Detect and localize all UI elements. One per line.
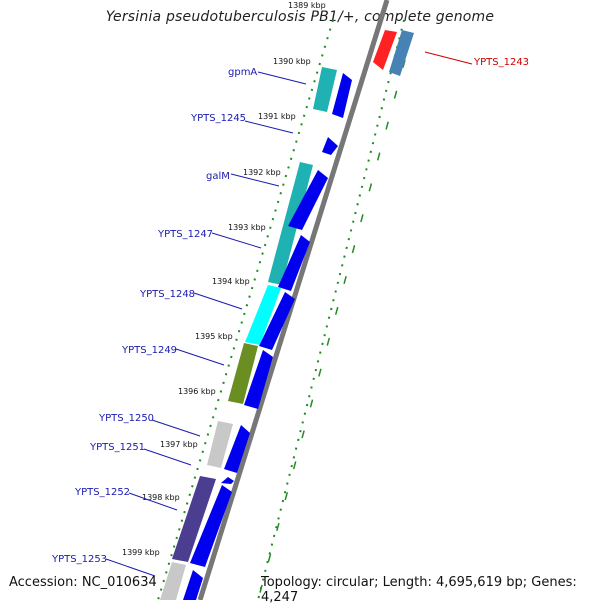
tick-label: 1396 kbp bbox=[178, 387, 216, 396]
gene-label: YPTS_1250 bbox=[98, 413, 154, 424]
gene-ypts-1252-cds bbox=[190, 485, 232, 567]
gene-galm-cds bbox=[288, 170, 328, 230]
tick-label: 1399 kbp bbox=[122, 548, 160, 557]
gene-label: YPTS_1252 bbox=[74, 487, 130, 498]
accession-label: Accession: NC_010634 bbox=[9, 575, 157, 590]
gene-ypts-1249-block bbox=[228, 343, 258, 404]
tick-label: 1397 kbp bbox=[160, 440, 198, 449]
gene-label: galM bbox=[206, 171, 230, 182]
gene-ypts-1253-block bbox=[160, 562, 186, 600]
tick-ring-outer bbox=[157, 19, 405, 600]
gene-ypts-1245-cds bbox=[322, 137, 338, 155]
tick-label: 1395 kbp bbox=[195, 332, 233, 341]
gene-labels-left: gpmA YPTS_1245 galM YPTS_1247 YPTS_1248 … bbox=[51, 67, 307, 577]
gene-labels-right: YPTS_1243 bbox=[424, 51, 529, 68]
tick-label: 1389 kbp bbox=[288, 1, 326, 10]
map-title: Yersinia pseudotuberculosis PB1/+, compl… bbox=[105, 9, 495, 25]
gene-ypts-1251-cds bbox=[221, 477, 234, 484]
gene-label: YPTS_1247 bbox=[157, 229, 213, 240]
tick-label: 1393 kbp bbox=[228, 223, 266, 232]
gene-label: YPTS_1243 bbox=[473, 57, 529, 68]
gene-ypts-1250-cds bbox=[224, 425, 250, 473]
tick-label: 1391 kbp bbox=[258, 112, 296, 121]
topology-label: Topology: circular; Length: 4,695,619 bp… bbox=[261, 575, 577, 605]
gene-label: YPTS_1253 bbox=[51, 554, 107, 565]
gene-label: YPTS_1245 bbox=[190, 113, 246, 124]
gene-ypts-1242-block bbox=[389, 30, 414, 76]
tick-label: 1392 kbp bbox=[243, 168, 281, 177]
gene-label: gpmA bbox=[228, 67, 257, 78]
gene-gpma-cds bbox=[332, 73, 352, 118]
gene-ypts-1249-cds bbox=[244, 350, 273, 409]
tick-label: 1398 kbp bbox=[142, 493, 180, 502]
gene-ypts-1252-block bbox=[172, 476, 216, 562]
kbp-ticks: 1389 kbp 1390 kbp 1391 kbp 1392 kbp 1393… bbox=[122, 1, 326, 557]
gene-label: YPTS_1248 bbox=[139, 289, 195, 300]
tick-label: 1390 kbp bbox=[273, 57, 311, 66]
gene-ypts-1243-block bbox=[373, 30, 397, 70]
gene-label: YPTS_1251 bbox=[89, 442, 145, 453]
gene-label: YPTS_1249 bbox=[121, 345, 177, 356]
gene-ypts-1248-block bbox=[245, 285, 281, 345]
gene-ypts-1247-cds bbox=[278, 235, 310, 291]
gene-ypts-1250-block bbox=[207, 421, 233, 468]
gene-ypts-1248-cds bbox=[259, 292, 295, 350]
gene-gpma-block bbox=[313, 67, 337, 112]
tick-label: 1394 kbp bbox=[212, 277, 250, 286]
gene-ypts-1253-cds bbox=[183, 570, 203, 600]
